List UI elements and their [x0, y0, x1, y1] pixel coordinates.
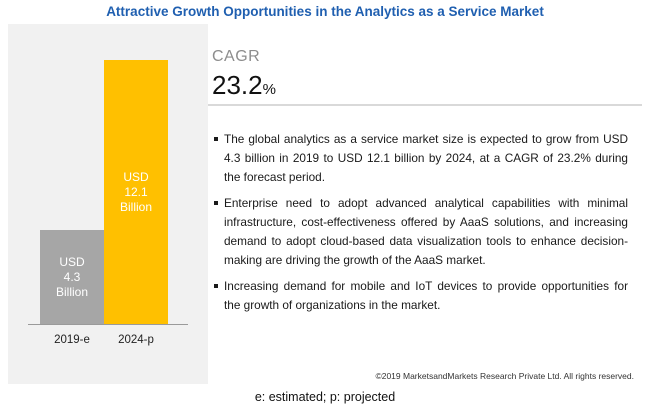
bar-data-label: Billion: [55, 284, 88, 299]
footnote: e: estimated; p: projected: [254, 390, 396, 404]
bar-data-label: USD: [123, 169, 149, 184]
infographic-panel: USD 4.3 Billion 2019-e USD 12.1 Billion 2024-p …: [8, 24, 642, 384]
bullet-item: Enterprise need to adopt advanced analyt…: [214, 194, 628, 270]
bar-chart: USD 4.3 Billion 2019-e USD 12.1 Billion 2024-p: [8, 24, 208, 384]
copyright-notice: ©2019 MarketsandMarkets Research Private…: [375, 371, 634, 381]
cagr-value: 23.2%: [212, 70, 276, 101]
bar-data-label: Billion: [119, 199, 152, 214]
chart-title: Attractive Growth Opportunities in the A…: [106, 4, 544, 19]
bullet-item: Increasing demand for mobile and IoT dev…: [214, 277, 628, 315]
bar-data-label: 4.3: [63, 269, 81, 284]
cagr-number: 23.2: [212, 70, 263, 100]
x-axis-line: [28, 324, 188, 325]
bar-data-label: USD: [59, 254, 85, 269]
x-tick-label: 2019-e: [54, 334, 90, 346]
cagr-divider: [208, 104, 642, 106]
cagr-unit: %: [262, 81, 276, 98]
cagr-label: CAGR: [212, 48, 261, 65]
bar-2019-e: USD 4.3 Billion: [40, 230, 104, 324]
summary-panel: CAGR 23.2% The global analytics as a ser…: [208, 24, 642, 384]
x-tick-label: 2024-p: [118, 334, 154, 346]
bullet-item: The global analytics as a service market…: [214, 130, 628, 187]
bar-data-label: 12.1: [124, 184, 148, 199]
bar-2024-p: USD 12.1 Billion: [104, 60, 168, 324]
bullet-list: The global analytics as a service market…: [214, 130, 628, 322]
